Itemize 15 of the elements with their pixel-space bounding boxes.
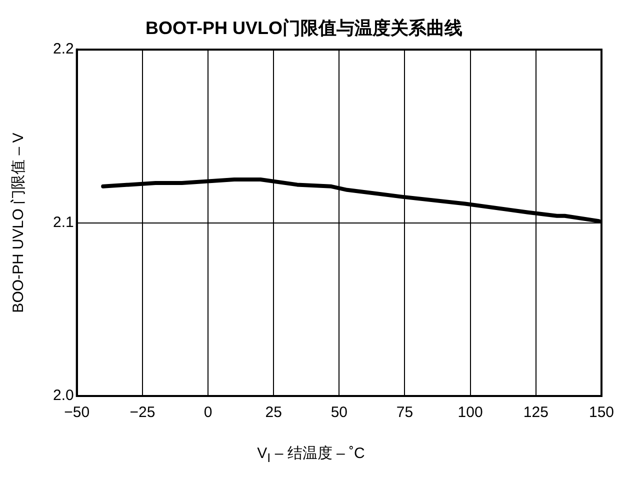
x-tick-label: 100 [458, 404, 483, 422]
y-tick-label: 2.1 [52, 214, 74, 231]
x-tick-label: 75 [396, 404, 414, 422]
x-tick-label: 150 [588, 404, 614, 422]
x-tick-label: −25 [130, 404, 156, 422]
y-axis-title: BOO-PH UVLO 门限值 – V [10, 132, 28, 313]
x-tick-label: 125 [523, 404, 548, 422]
x-tick-label: −50 [64, 404, 90, 422]
x-axis-title: V$_{I}$ – 结温度 – ˚C [256, 444, 366, 465]
y-tick-label: 2.0 [52, 387, 74, 404]
chart-title: BOOT-PH UVLO门限值与温度关系曲线 [145, 18, 463, 38]
y-tick-label: 2.2 [52, 40, 74, 58]
x-tick-label: 0 [204, 404, 212, 422]
x-tick-label: 50 [330, 404, 348, 422]
x-tick-label: 25 [265, 404, 282, 422]
